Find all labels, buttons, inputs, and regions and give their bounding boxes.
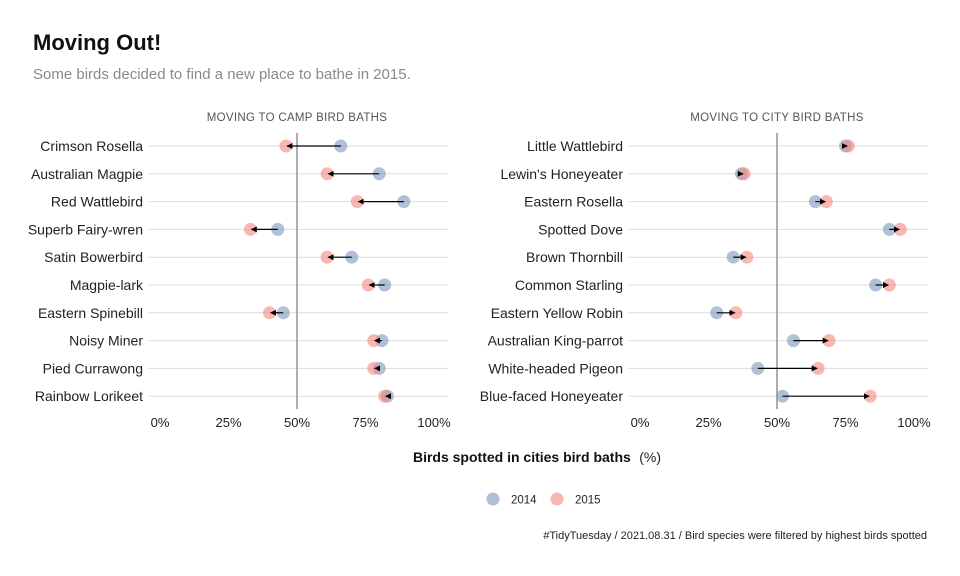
point-2015 <box>263 306 277 320</box>
x-tick-label: 25% <box>215 415 241 430</box>
point-2015 <box>822 334 836 348</box>
y-tick-label: White-headed Pigeon <box>488 360 623 376</box>
panel-strip-label: MOVING TO CITY BIRD BATHS <box>690 112 863 124</box>
point-2015 <box>378 389 392 403</box>
point-2015 <box>863 389 877 403</box>
point-2015 <box>367 361 381 375</box>
legend-label-2014: 2014 <box>511 495 537 507</box>
x-axis-label: Birds spotted in cities bird baths (%) <box>413 449 661 466</box>
y-tick-label: Eastern Yellow Robin <box>491 305 623 321</box>
point-2015 <box>320 167 334 181</box>
chart-subtitle: Some birds decided to find a new place t… <box>33 66 411 83</box>
x-axis-label-bold: Birds spotted in cities bird baths <box>413 449 631 465</box>
point-2015 <box>367 334 381 348</box>
y-tick-label: Australian King-parrot <box>488 333 624 349</box>
point-2015 <box>882 278 896 292</box>
panel-1: MOVING TO CAMP BIRD BATHS Crimson Rosella… <box>28 112 451 430</box>
y-tick-label: Satin Bowerbird <box>44 249 143 265</box>
y-tick-label: Noisy Miner <box>69 333 143 349</box>
x-tick-label: 100% <box>417 415 451 430</box>
y-tick-label: Spotted Dove <box>538 221 623 237</box>
legend-key-2014 <box>486 492 500 506</box>
point-2015 <box>320 250 334 264</box>
y-tick-label: Brown Thornbill <box>526 249 623 265</box>
x-tick-label: 50% <box>764 415 790 430</box>
y-tick-label: Lewin's Honeyeater <box>500 166 623 182</box>
y-tick-label: Magpie-lark <box>70 277 144 293</box>
y-tick-label: Blue-faced Honeyeater <box>480 388 624 404</box>
point-2015 <box>737 167 751 181</box>
x-tick-label: 100% <box>897 415 931 430</box>
y-tick-label: Superb Fairy-wren <box>28 221 143 237</box>
y-tick-label: Rainbow Lorikeet <box>35 388 143 404</box>
y-tick-label: Common Starling <box>515 277 623 293</box>
point-2015 <box>361 278 375 292</box>
legend: 2014 2015 <box>486 492 601 507</box>
point-2015 <box>279 139 293 153</box>
y-tick-label: Eastern Rosella <box>524 194 623 210</box>
x-tick-label: 0% <box>631 415 650 430</box>
point-2015 <box>841 139 855 153</box>
point-2015 <box>729 306 743 320</box>
chart-title: Moving Out! <box>33 30 162 55</box>
x-tick-label: 0% <box>151 415 170 430</box>
x-tick-label: 75% <box>352 415 378 430</box>
point-2015 <box>243 222 257 236</box>
x-tick-label: 50% <box>284 415 310 430</box>
panel-2: MOVING TO CITY BIRD BATHS Little Wattlebi… <box>480 112 931 430</box>
point-2015 <box>819 195 833 209</box>
y-tick-label: Eastern Spinebill <box>38 305 143 321</box>
y-tick-label: Pied Currawong <box>43 360 143 376</box>
y-tick-label: Australian Magpie <box>31 166 143 182</box>
panel-strip-label: MOVING TO CAMP BIRD BATHS <box>207 112 387 124</box>
x-tick-label: 75% <box>832 415 858 430</box>
point-2015 <box>740 250 754 264</box>
point-2015 <box>350 195 364 209</box>
x-axis-label-unit: (%) <box>639 449 661 465</box>
y-tick-label: Little Wattlebird <box>527 138 623 154</box>
point-2015 <box>811 361 825 375</box>
y-tick-label: Crimson Rosella <box>40 138 143 154</box>
legend-label-2015: 2015 <box>575 495 601 507</box>
chart-caption: #TidyTuesday / 2021.08.31 / Bird species… <box>543 530 927 542</box>
y-tick-label: Red Wattlebird <box>51 194 143 210</box>
point-2015 <box>893 222 907 236</box>
legend-key-2015 <box>550 492 564 506</box>
x-tick-label: 25% <box>695 415 721 430</box>
